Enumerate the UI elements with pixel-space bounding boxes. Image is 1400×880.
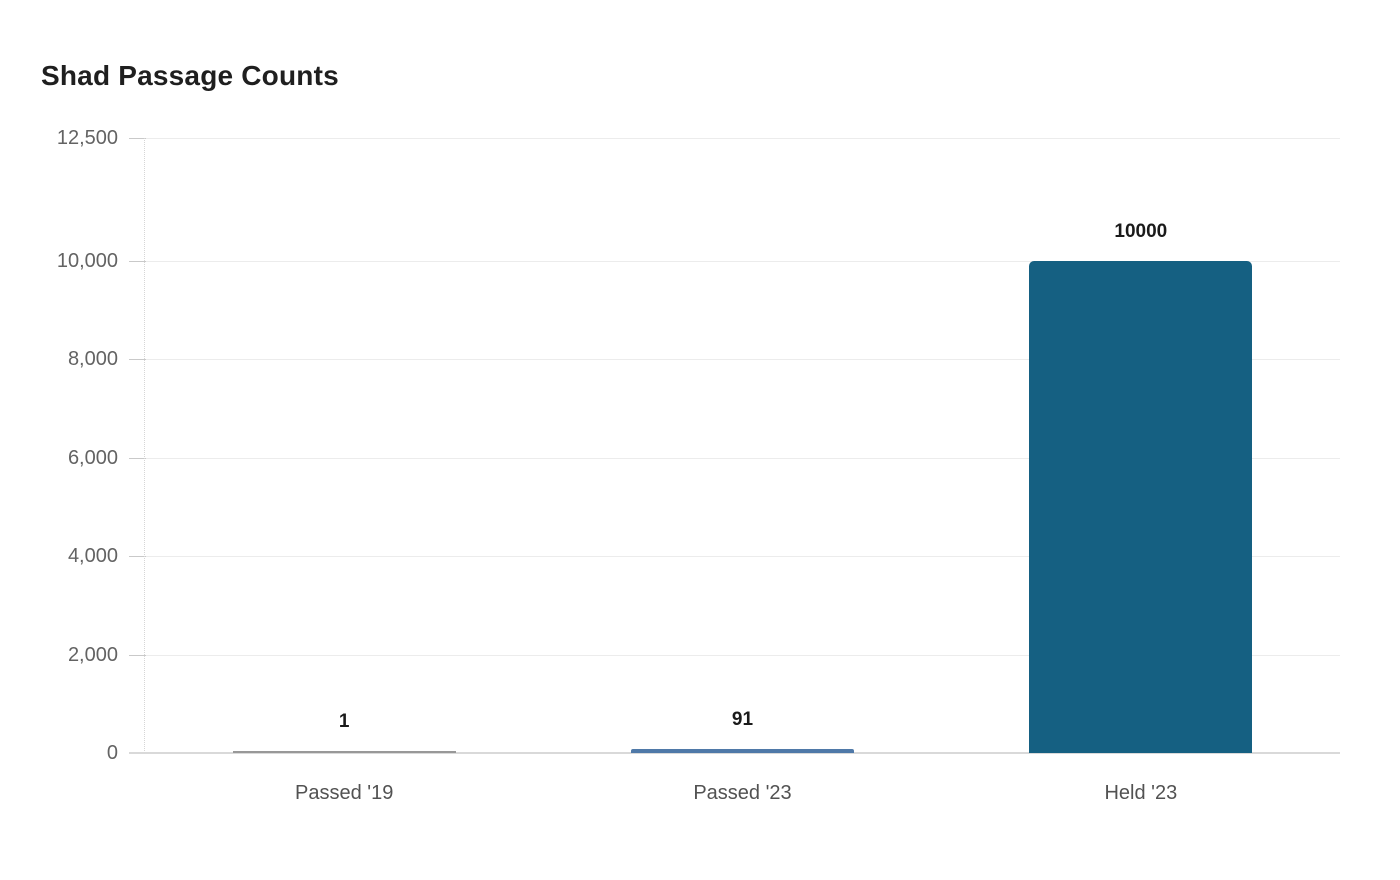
y-tick-mark xyxy=(129,359,146,360)
y-tick-mark xyxy=(129,655,146,656)
y-axis-dotted-line xyxy=(144,138,145,753)
bar-value-label: 10000 xyxy=(1114,221,1168,242)
x-axis-line xyxy=(129,752,1340,754)
bar-value-label: 1 xyxy=(338,711,350,732)
bar-held-23 xyxy=(1029,261,1253,753)
chart-title: Shad Passage Counts xyxy=(41,60,339,91)
y-tick-label: 4,000 xyxy=(67,545,118,567)
gridline xyxy=(145,138,1340,139)
y-tick-mark xyxy=(129,261,146,262)
x-tick-label: Held '23 xyxy=(1104,782,1178,804)
gridline xyxy=(145,261,1340,262)
y-tick-mark xyxy=(129,556,146,557)
bar-passed-23 xyxy=(631,748,854,753)
gridline xyxy=(145,458,1340,459)
y-tick-label: 2,000 xyxy=(67,644,118,666)
y-tick-label: 12,500 xyxy=(56,127,118,149)
y-tick-mark xyxy=(129,458,146,459)
bar-value-label: 91 xyxy=(731,708,754,730)
y-tick-mark xyxy=(129,138,146,139)
bar-passed-19 xyxy=(232,751,456,753)
y-tick-label: 10,000 xyxy=(56,250,118,272)
y-tick-label: 8,000 xyxy=(67,348,118,370)
y-tick-label: 0 xyxy=(106,742,118,764)
gridline xyxy=(145,359,1340,360)
gridline xyxy=(145,556,1340,557)
y-tick-label: 6,000 xyxy=(67,447,118,469)
gridline xyxy=(145,655,1340,656)
x-tick-label: Passed '19 xyxy=(294,782,394,804)
x-tick-label: Passed '23 xyxy=(693,782,792,804)
